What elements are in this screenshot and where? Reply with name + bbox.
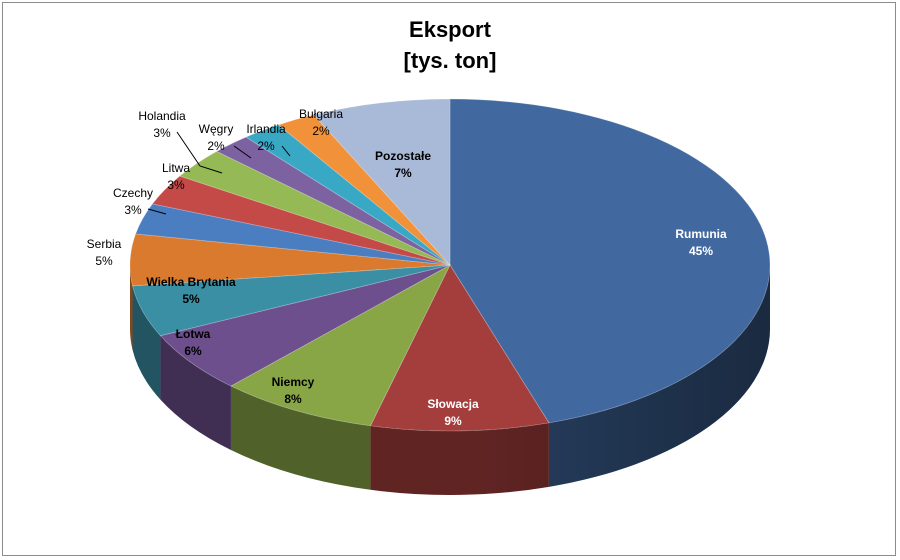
pie-slice-bulgaria	[277, 114, 451, 266]
label-percent-serbia: 5%	[95, 254, 113, 268]
label-percent-holandia: 3%	[153, 126, 171, 140]
leader-line-czechy	[147, 208, 167, 215]
pie-slice-niemcy	[230, 264, 451, 427]
label-percent-pozostale: 7%	[394, 166, 412, 180]
label-lotwa: Łotwa	[176, 327, 211, 341]
pie-slice-czechy	[135, 203, 451, 266]
label-irlandia: Irlandia	[246, 122, 286, 136]
label-percent-wielka-brytania: 5%	[182, 292, 200, 306]
label-serbia: Serbia	[87, 237, 122, 251]
chart-title-line1: Eksport	[409, 17, 491, 42]
pie-slice-lotwa	[159, 264, 451, 387]
chart-title-line2: [tys. ton]	[403, 48, 497, 73]
pie-side-shading	[130, 265, 770, 495]
label-percent-rumunia: 45%	[689, 244, 713, 258]
label-percent-irlandia: 2%	[257, 139, 275, 153]
leader-line-wegry	[233, 145, 252, 159]
label-slowacja: Słowacja	[427, 397, 479, 411]
pie-top-faces	[129, 98, 771, 432]
label-rumunia: Rumunia	[675, 227, 727, 241]
pie-labels: Rumunia 45% Słowacja 9% Niemcy 8% Łotwa 6% Wielk…	[87, 107, 727, 428]
leader-line-irlandia	[281, 145, 291, 157]
label-bulgaria: Bułgaria	[299, 107, 343, 121]
label-percent-slowacja: 9%	[444, 414, 462, 428]
pie-slice-rumunia	[449, 98, 771, 424]
pie-slice-serbia	[129, 233, 451, 287]
label-percent-lotwa: 6%	[184, 344, 202, 358]
label-wegry: Węgry	[199, 122, 234, 136]
chart-title: Eksport [tys. ton]	[0, 14, 900, 76]
pie-slice-wielka-brytania	[132, 264, 451, 337]
label-wielka-brytania: Wielka Brytania	[146, 275, 236, 289]
pie-side-faces	[130, 265, 770, 495]
label-percent-niemcy: 8%	[284, 392, 302, 406]
label-pozostale: Pozostałe	[375, 149, 431, 163]
label-percent-wegry: 2%	[207, 139, 225, 153]
pie-slice-slowacja	[369, 264, 550, 432]
pie-slice-pozostale	[313, 98, 451, 267]
label-percent-bulgaria: 2%	[312, 124, 330, 138]
label-niemcy: Niemcy	[272, 375, 315, 389]
label-percent-litwa: 3%	[167, 178, 185, 192]
leader-line-holandia	[176, 131, 223, 174]
label-litwa: Litwa	[162, 161, 190, 175]
pie-slice-holandia	[178, 150, 451, 266]
label-percent-czechy: 3%	[124, 203, 142, 217]
pie-slice-litwa	[151, 175, 451, 266]
label-czechy: Czechy	[113, 186, 153, 200]
pie-slice-irlandia	[245, 124, 451, 266]
pie-slice-wegry	[215, 136, 451, 266]
label-holandia: Holandia	[138, 109, 186, 123]
